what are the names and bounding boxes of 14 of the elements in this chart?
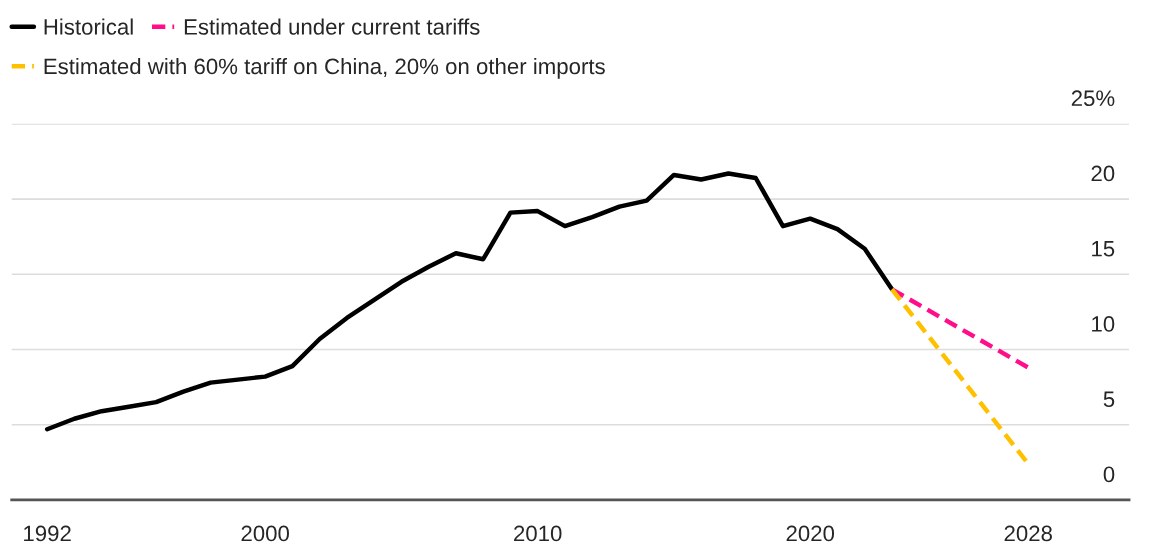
legend-label: Estimated under current tariffs xyxy=(184,18,480,35)
legend-label: Historical xyxy=(44,18,133,35)
x-tick-label: 1992 xyxy=(24,525,71,542)
x-tick-label: 2028 xyxy=(1004,525,1052,542)
y-tick-label: 15 xyxy=(1092,241,1115,257)
x-tick-label: 2020 xyxy=(786,525,835,542)
x-tick-label: 2000 xyxy=(241,525,289,542)
y-tick-label: 0 xyxy=(1103,466,1115,483)
y-tick-label: 10 xyxy=(1092,316,1115,332)
x-tick-label: 2010 xyxy=(514,525,562,542)
y-tick-label: 25% xyxy=(1071,90,1115,107)
y-tick-label: 20 xyxy=(1091,165,1115,182)
y-tick-label: 5 xyxy=(1103,391,1115,408)
legend-label: Estimated with 60% tariff on China, 20% on other imports xyxy=(44,57,605,79)
